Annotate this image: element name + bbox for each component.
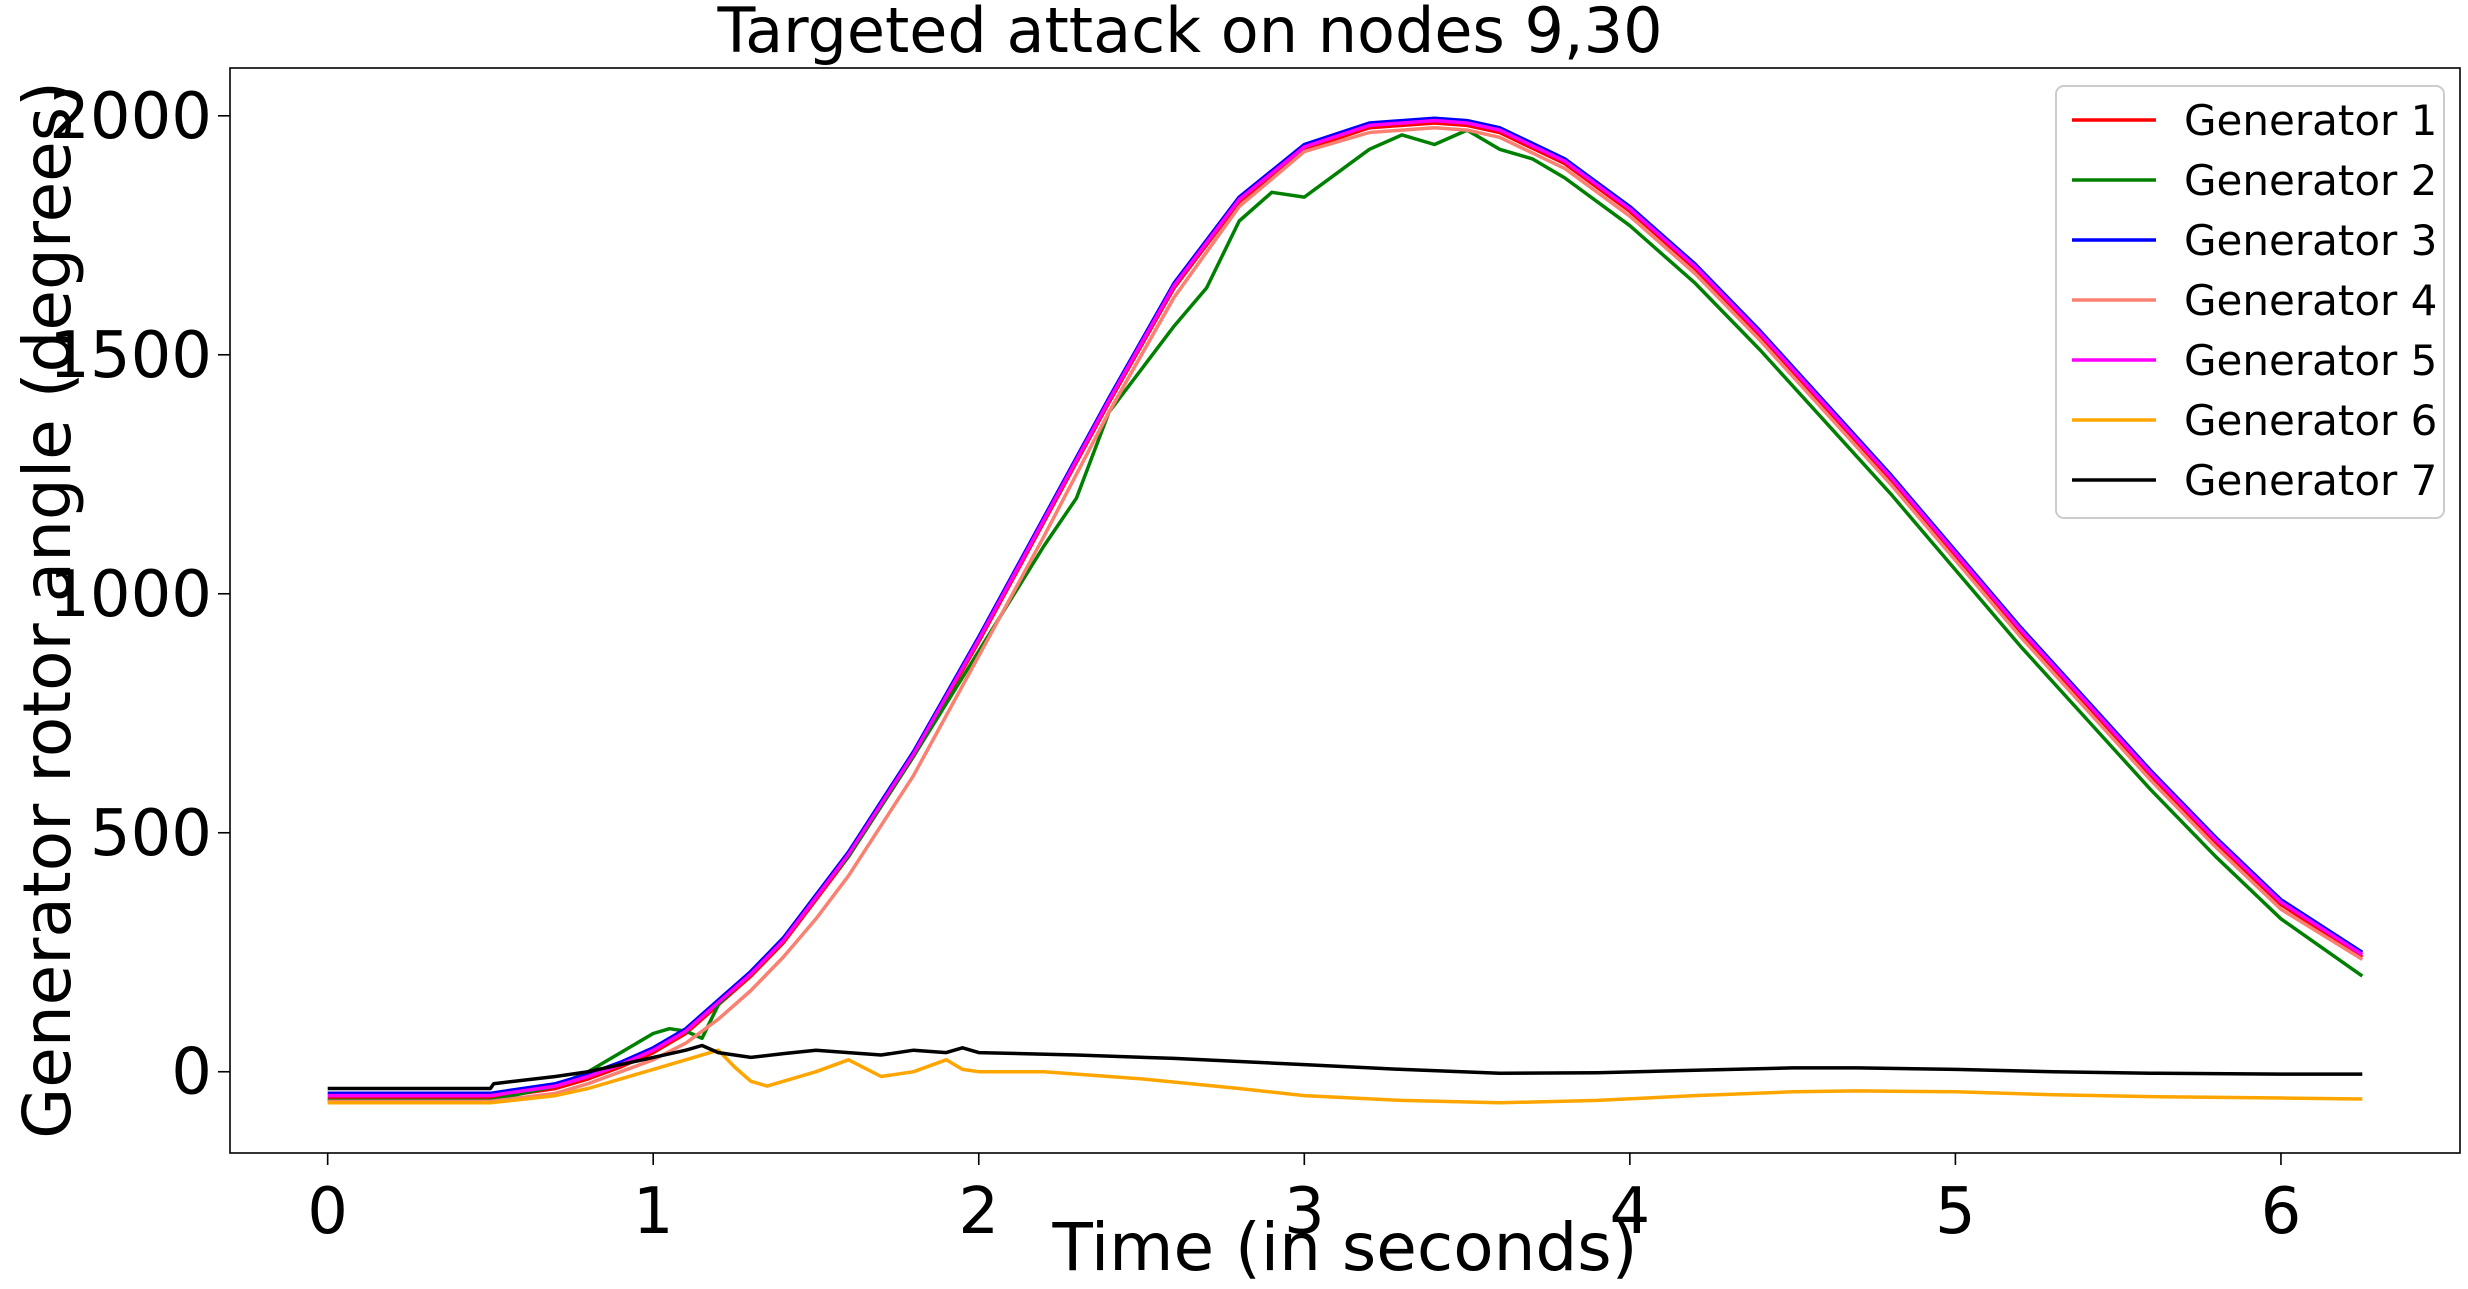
x-tick-label: 6 <box>2261 1175 2302 1249</box>
y-axis-label: Generator rotor angle (degrees) <box>9 81 86 1139</box>
series-line-generator-6 <box>327 1048 2363 1105</box>
legend-label-generator-6: Generator 6 <box>2184 396 2437 445</box>
series-layer <box>327 116 2364 1105</box>
legend-label-generator-4: Generator 4 <box>2184 276 2437 325</box>
y-axis: 0 500 1000 1500 2000 <box>49 80 230 1110</box>
series-line-generator-5 <box>327 118 2364 1098</box>
x-axis-label: Time (in seconds) <box>1052 1209 1638 1286</box>
x-tick-label: 1 <box>633 1175 674 1249</box>
x-tick-label: 5 <box>1935 1175 1976 1249</box>
legend: Generator 1 Generator 2 Generator 3 Generat… <box>2055 85 2445 519</box>
chart-title: Targeted attack on nodes 9,30 <box>716 0 1662 67</box>
series-line-generator-4 <box>327 125 2364 1104</box>
legend-label-generator-7: Generator 7 <box>2184 456 2437 505</box>
y-tick-label: 500 <box>90 797 212 871</box>
y-tick-label: 0 <box>171 1036 212 1110</box>
x-tick-label: 2 <box>958 1175 999 1249</box>
legend-box <box>2055 85 2445 519</box>
legend-label-generator-2: Generator 2 <box>2184 156 2437 205</box>
x-axis: 0 1 2 3 4 5 6 <box>307 1153 2301 1249</box>
y-tick-label: 1500 <box>49 319 212 393</box>
series-line-generator-2 <box>327 128 2364 1103</box>
x-tick-label: 4 <box>1609 1175 1650 1249</box>
legend-label-generator-5: Generator 5 <box>2184 336 2437 385</box>
series-line-generator-7 <box>327 1043 2363 1091</box>
legend-label-generator-3: Generator 3 <box>2184 216 2437 265</box>
plot-area-frame <box>229 67 2461 1154</box>
y-tick-label: 2000 <box>49 80 212 154</box>
legend-label-generator-1: Generator 1 <box>2184 96 2437 145</box>
y-tick-label: 1000 <box>49 558 212 632</box>
x-tick-label: 0 <box>307 1175 348 1249</box>
x-tick-label: 3 <box>1284 1175 1325 1249</box>
